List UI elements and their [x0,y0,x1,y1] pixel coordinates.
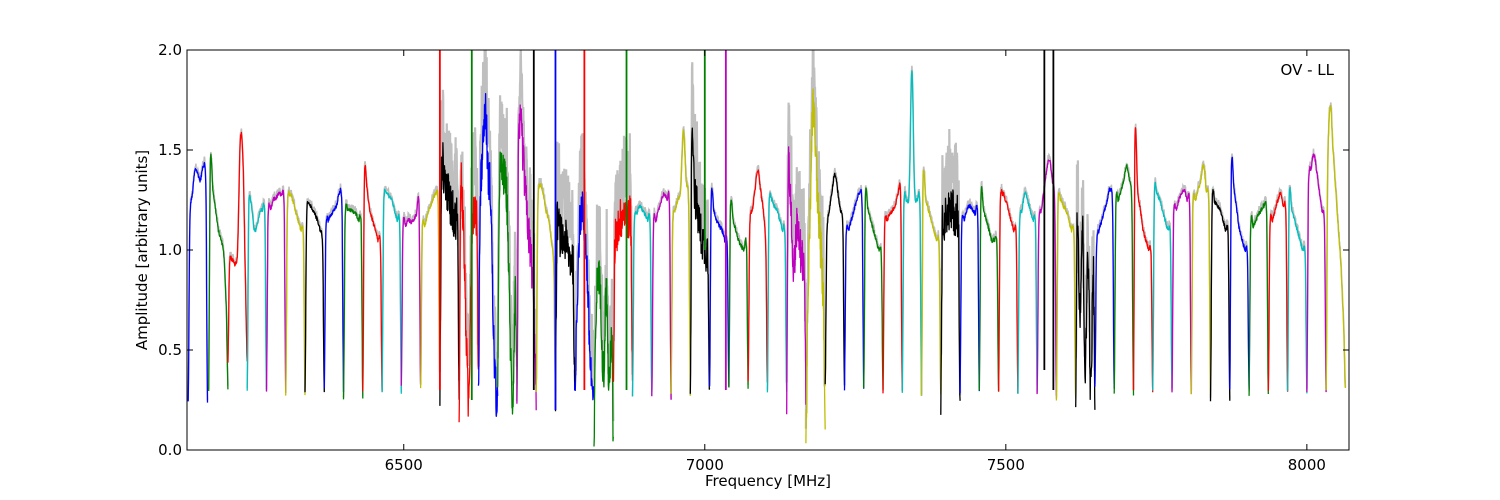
channel-series-0 [187,161,209,403]
background-trace-22 [612,133,634,375]
axis-ticks: 6500 7000 7500 8000 0.0 0.5 1.0 1.5 2.0 [158,41,1349,474]
channel-series-31 [786,146,807,415]
y-tick-label: 1.0 [158,241,182,259]
channel-series-46 [1075,212,1096,410]
series-layer [187,50,1347,447]
channel-series-33 [824,172,846,386]
channel-series-13 [439,142,460,406]
channel-series-53 [1209,188,1231,402]
x-tick-label: 7500 [987,456,1025,474]
channel-series-24 [651,190,672,400]
x-tick-label: 7000 [686,456,724,474]
channel-series-23 [631,204,653,397]
background-trace-14 [458,127,480,381]
channel-series-18 [535,182,557,393]
y-tick-label: 0.5 [158,341,182,359]
y-tick-label: 1.5 [158,141,182,159]
channel-series-4 [265,189,287,393]
channel-series-32 [805,88,826,444]
channel-series-15 [477,92,499,417]
channel-series-16 [497,151,518,415]
channel-series-11 [400,195,422,386]
channel-series-26 [689,127,711,394]
channel-series-19 [554,201,576,412]
background-trace-26 [689,62,711,359]
channel-series-54 [1229,156,1250,390]
channel-series-1 [208,153,229,392]
channel-series-59 [1325,104,1347,391]
channel-series-34 [843,188,865,391]
channel-series-7 [323,187,345,392]
channel-series-6 [304,200,325,393]
background-trace-16 [496,95,519,386]
channel-series-51 [1171,188,1192,395]
background-trace-19 [554,141,576,361]
channel-series-40 [959,203,980,394]
y-tick-label: 0.0 [158,441,182,459]
background-trace-33 [824,167,846,383]
channel-series-36 [882,182,903,394]
channel-series-30 [766,192,788,393]
channel-series-43 [1017,191,1038,394]
chart-annotation: OV - LL [1281,61,1335,79]
channel-series-14 [458,162,480,423]
channel-series-10 [381,188,402,394]
channel-series-9 [362,164,383,392]
channel-series-56 [1267,191,1289,392]
channel-series-42 [997,188,1019,394]
channel-series-52 [1190,163,1212,396]
x-axis-label: Frequency [MHz] [705,472,831,490]
channel-series-35 [863,187,884,390]
channel-series-57 [1286,186,1308,394]
channel-series-39 [940,189,961,415]
channel-series-21 [593,260,614,447]
channel-series-49 [1132,127,1154,393]
channel-series-5 [285,190,306,396]
channel-series-2 [227,131,248,363]
background-trace-21 [592,204,615,422]
channel-series-58 [1306,153,1327,393]
channel-series-12 [419,189,441,391]
background-trace-39 [939,128,962,396]
x-tick-label: 8000 [1288,456,1326,474]
x-tick-label: 6500 [385,456,423,474]
y-tick-label: 2.0 [158,41,182,59]
channel-series-55 [1248,201,1269,396]
channel-series-48 [1113,164,1135,396]
channel-series-8 [342,203,364,400]
channel-series-38 [920,169,942,396]
channel-series-28 [728,199,749,389]
channel-series-45 [1055,192,1077,401]
channel-series-41 [978,186,1000,392]
channel-series-22 [612,195,634,382]
y-axis-label: Amplitude [arbitrary units] [133,150,151,350]
channel-series-29 [747,169,769,383]
channel-series-47 [1094,187,1115,389]
channel-series-25 [670,129,691,396]
channel-series-50 [1152,181,1173,391]
channel-series-37 [901,70,923,396]
channel-series-3 [246,194,268,391]
